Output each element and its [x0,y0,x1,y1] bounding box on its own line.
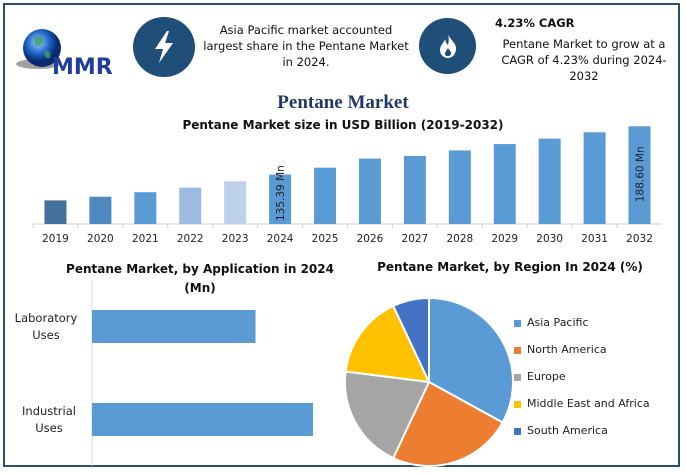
legend-item: Middle East and Africa [514,397,650,424]
x-tick-label: 2026 [357,233,384,245]
bar-2031 [583,132,606,224]
slice-middle-east-and-africa [344,304,431,384]
logo-text: MMR [52,55,113,78]
region-legend: Asia Pacific North America Europe Middle Ea… [514,316,650,451]
legend-item: North America [514,343,650,370]
bar-2022 [179,187,202,224]
size-chart-title: Pentane Market size in USD Billion (2019… [182,118,504,132]
category-label: Industrial Uses [22,404,76,435]
x-tick-label: 2027 [402,233,429,245]
legend-label: South America [527,424,608,437]
bar-2026 [358,158,381,224]
legend-item: Europe [514,370,650,397]
x-tick-label: 2020 [87,233,114,245]
bar-2021 [134,192,157,224]
bar-2020 [89,196,112,224]
legend-label: Europe [527,370,566,383]
bar-2029 [493,144,516,224]
x-tick-label: 2032 [626,233,653,245]
bar-industrial-uses [92,403,313,436]
legend-swatch [514,428,521,435]
bar-2032 [628,126,651,224]
bar-2023 [224,181,247,224]
data-label: 135.39 Mn [275,165,287,221]
x-tick-label: 2023 [222,233,249,245]
bar-laboratory-uses [92,310,256,343]
x-tick-label: 2025 [312,233,339,245]
frame-border [3,3,680,467]
x-tick-label: 2022 [177,233,204,245]
legend-swatch [514,320,521,327]
legend-item: South America [514,424,650,451]
cagr-info: Pentane Market to grow at a CAGR of 4.23… [501,37,667,83]
main-title: Pentane Market [277,92,409,113]
x-tick-label: 2024 [267,233,294,245]
slice-europe [344,370,431,460]
x-tick-label: 2019 [42,233,69,245]
legend-swatch [514,374,521,381]
application-chart-title: Pentane Market, by Application in 2024 (… [66,262,334,295]
x-tick-label: 2031 [581,233,608,245]
x-tick-label: 2029 [491,233,518,245]
region-pie-chart [344,296,514,467]
data-label: 188.60 Mn [635,146,647,202]
x-tick-label: 2021 [132,233,159,245]
cagr-heading: 4.23% CAGR [495,16,575,30]
lightning-icon [133,17,195,77]
slice-asia-pacific [428,296,514,424]
flame-icon [419,18,476,74]
slice-south-america [391,296,430,383]
application-chart: Laboratory Uses Industrial Uses [15,280,313,466]
category-label: Laboratory Uses [15,311,78,342]
slice-north-america [391,380,504,467]
region-chart-title: Pentane Market, by Region In 2024 (%) [377,260,643,274]
market-size-chart: 2019 2020 2021 2022 2023 2024 135.39 Mn 2025 202… [32,126,662,245]
bar-2019 [44,200,67,224]
bar-2030 [538,138,561,224]
x-tick-label: 2030 [536,233,563,245]
mmr-logo: MMR [12,26,124,80]
legend-label: North America [527,343,607,356]
legend-swatch [514,347,521,354]
legend-label: Middle East and Africa [527,397,650,410]
bar-2028 [448,150,471,224]
bar-2025 [314,167,337,224]
legend-item: Asia Pacific [514,316,650,343]
legend-swatch [514,401,521,408]
legend-label: Asia Pacific [527,316,589,329]
x-tick-label: 2028 [446,233,473,245]
asia-pacific-info: Asia Pacific market accounted largest sh… [203,23,409,69]
bar-2024 [269,174,292,224]
bar-2027 [403,155,426,224]
